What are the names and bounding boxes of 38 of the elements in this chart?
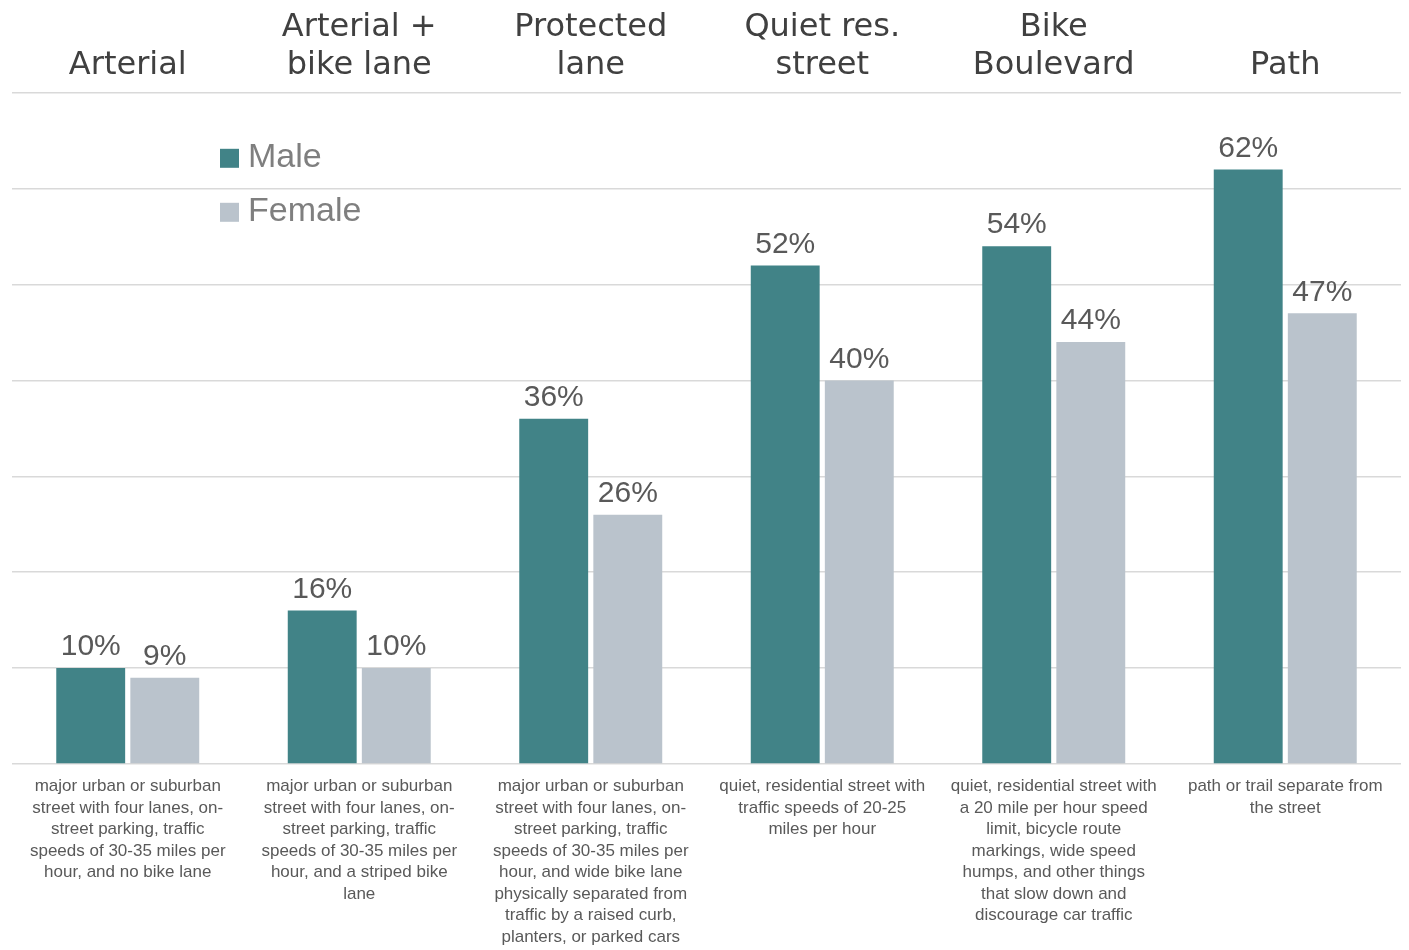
bar xyxy=(824,380,894,764)
x-tick-label: Arterial xyxy=(68,43,187,82)
legend-label: Male xyxy=(248,136,322,175)
data-label: 9% xyxy=(143,637,187,671)
data-label: 16% xyxy=(292,570,353,604)
x-tick-label: Path xyxy=(1250,43,1321,82)
x-tick-label: Protected lane xyxy=(514,5,668,82)
text: path or trail separate from the street xyxy=(1187,776,1383,817)
bar xyxy=(1287,313,1357,764)
data-label: 10% xyxy=(60,628,121,662)
text: major urban or suburban street with four lanes, on-street parking, traffic speeds of 30-35 miles per hour, and a striped bike lane xyxy=(261,776,458,903)
x-tick-label: Quiet res. street xyxy=(744,5,901,82)
data-label: 54% xyxy=(986,206,1047,240)
bar xyxy=(519,418,589,764)
legend-label: Female xyxy=(248,190,362,229)
x-tick-label: Arterial + bike lane xyxy=(281,5,437,82)
bar xyxy=(1056,342,1126,764)
text: quiet, residential street with a 20 mile per hour speed limit, bicycle route markings, wide speed humps, and other things that slow down and discourage car traffic xyxy=(950,776,1157,925)
data-label: 62% xyxy=(1218,129,1279,163)
bar xyxy=(361,668,431,764)
data-label: 44% xyxy=(1060,302,1121,336)
data-label: 26% xyxy=(597,474,658,508)
text: major urban or suburban street with four lanes, on-street parking, traffic speeds of 30-35 miles per hour, and wide bike lane physically separated from traffic by a raised curb, planters, or parked cars xyxy=(492,776,689,946)
bar xyxy=(982,246,1052,764)
data-label: 47% xyxy=(1292,273,1353,307)
text: major urban or suburban street with four lanes, on-street parking, traffic speeds of 30-35 miles per hour, and no bike lane xyxy=(29,776,226,882)
bar xyxy=(130,677,200,764)
data-label: 10% xyxy=(366,628,427,662)
x-tick-label: Bike Boulevard xyxy=(972,5,1135,82)
bar xyxy=(1213,169,1283,764)
data-label: 40% xyxy=(829,340,890,374)
bar xyxy=(56,668,126,764)
bar xyxy=(287,610,357,764)
bar xyxy=(750,265,820,764)
data-label: 52% xyxy=(755,225,816,259)
text: quiet, residential street with traffic speeds of 20-25 miles per hour xyxy=(719,776,926,839)
data-label: 36% xyxy=(523,379,584,413)
bar xyxy=(593,514,663,764)
